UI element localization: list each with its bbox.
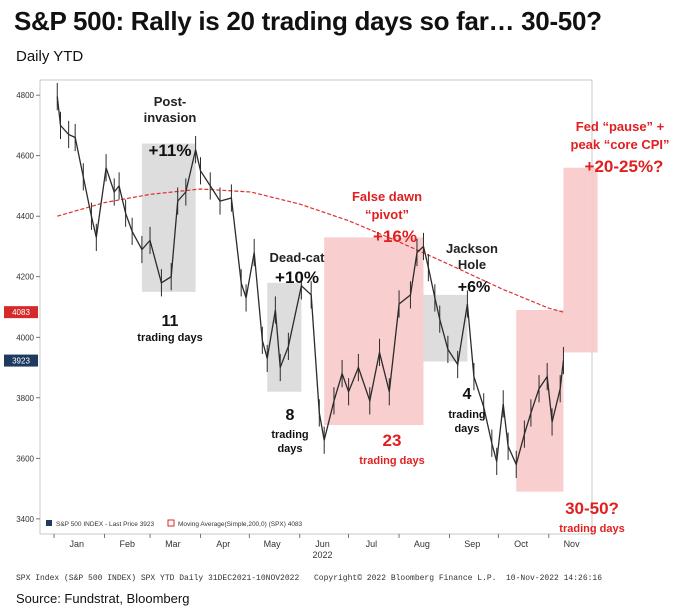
x-tick-label: May [264, 539, 282, 549]
x-tick-label: Nov [564, 539, 581, 549]
rally-gray-box [142, 144, 196, 292]
annotation-title: Jackson [446, 241, 498, 256]
annotation-days-label: trading days [137, 332, 202, 344]
legend-price-label: S&P 500 INDEX - Last Price 3923 [56, 521, 155, 528]
annotation-days: 8 [286, 407, 295, 424]
rally-gray-box [423, 295, 467, 362]
annotation-days: 4 [463, 386, 472, 403]
annotation-days: 11 [162, 313, 179, 330]
annotation-days: 23 [383, 431, 402, 450]
rally-gray-box [267, 283, 301, 392]
annotation-days-label: days [454, 423, 479, 435]
footer-timestamp: 10-Nov-2022 14:26:16 [506, 574, 602, 583]
annotation-title: Post- [154, 94, 187, 109]
annotation-title: Dead-cat [270, 250, 326, 265]
x-tick-label: Apr [216, 539, 230, 549]
x-tick-label: Aug [414, 539, 430, 549]
x-tick-label: Feb [119, 539, 135, 549]
x-tick-label: Jan [70, 539, 85, 549]
rally-highlight-box [563, 168, 597, 353]
ma-value-label: 4083 [12, 308, 30, 317]
rally-highlight-box [516, 310, 563, 492]
y-tick-label: 3400 [16, 515, 34, 524]
x-tick-label: Jun [315, 539, 330, 549]
y-tick-label: 3600 [16, 454, 34, 463]
annotation-gain: +10% [275, 268, 319, 287]
annotation-title: Fed “pause” + [576, 119, 665, 134]
annotation-gain: +11% [148, 141, 191, 160]
footer-copyright: Copyright© 2022 Bloomberg Finance L.P. [314, 574, 496, 583]
y-tick-label: 3800 [16, 394, 34, 403]
annotation-title: “pivot” [365, 207, 409, 222]
annotation-title: peak “core CPI” [571, 137, 670, 152]
annotation-days-label: trading [448, 409, 485, 421]
annotation-gain: +16% [373, 227, 417, 246]
y-tick-label: 4200 [16, 273, 34, 282]
annotation-title: invasion [144, 110, 197, 125]
x-tick-label: Sep [464, 539, 480, 549]
annotation-days-label: days [277, 443, 302, 455]
rally-highlight-box [324, 237, 423, 425]
annotation-days-label: trading days [559, 523, 624, 535]
annotation-days-label: trading [271, 429, 308, 441]
y-tick-label: 4800 [16, 91, 34, 100]
y-tick-label: 4400 [16, 212, 34, 221]
y-tick-label: 4600 [16, 152, 34, 161]
legend-price-swatch [46, 520, 52, 526]
x-tick-label: Jul [366, 539, 378, 549]
footer-left: SPX Index (S&P 500 INDEX) SPX YTD Daily … [16, 574, 299, 583]
last-price-label: 3923 [12, 357, 30, 366]
annotation-title: False dawn [352, 189, 422, 204]
x-tick-label: Oct [514, 539, 529, 549]
annotation-days-label: trading days [359, 455, 424, 467]
source-note: Source: Fundstrat, Bloomberg [16, 591, 189, 606]
y-tick-label: 4000 [16, 333, 34, 342]
legend-ma-label: Moving Average(Simple,200,0) (SPX) 4083 [178, 521, 303, 528]
annotation-days: 30-50? [565, 499, 619, 518]
x-year-label: 2022 [313, 550, 333, 560]
x-tick-label: Mar [165, 539, 181, 549]
plot-area [40, 80, 592, 534]
annotation-gain: +20-25%? [585, 157, 664, 176]
annotation-gain: +6% [458, 279, 490, 296]
annotation-title: Hole [458, 257, 486, 272]
